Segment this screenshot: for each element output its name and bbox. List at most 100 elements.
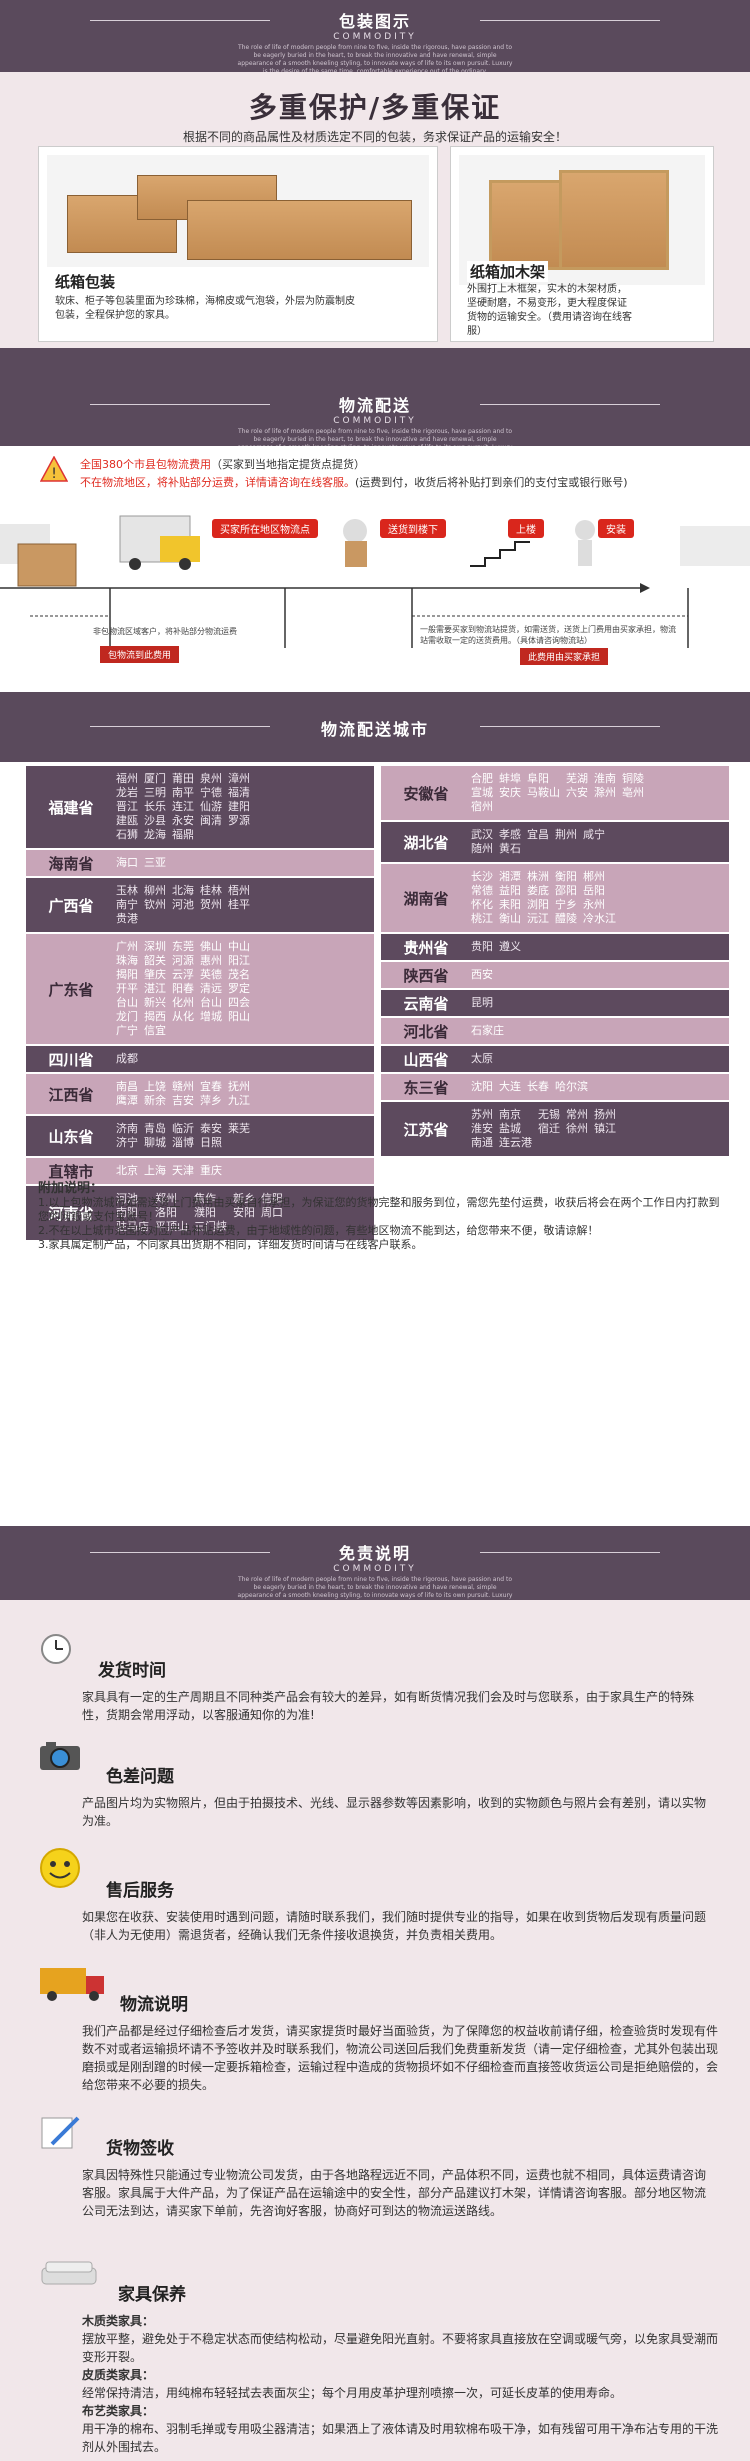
city-name: 莆田 <box>172 772 194 785</box>
city-name: 武汉 <box>471 828 493 841</box>
province-row: 贵州省 贵阳 遵义 <box>381 934 729 960</box>
city-name: 浏阳 <box>527 898 549 911</box>
city-list: 石家庄 <box>471 1024 528 1038</box>
city-name: 蚌埠 <box>499 772 521 785</box>
wood-frame-card: 纸箱加木架 外围打上木框架，实木的木架材质，坚硬耐磨，不易变形，更大程度保证货物… <box>450 146 714 342</box>
city-name: 四会 <box>228 996 250 1009</box>
city-name: 衡阳 <box>555 870 577 883</box>
city-name: 梧州 <box>228 884 250 897</box>
city-name: 衡山 <box>499 912 521 925</box>
city-name: 郑州 <box>155 1192 177 1205</box>
city-name: 贵港 <box>116 912 138 925</box>
city-name: 大连 <box>499 1080 521 1093</box>
city-name: 南昌 <box>116 1080 138 1093</box>
notes-title: 附加说明： <box>38 1181 104 1196</box>
city-name: 福鼎 <box>172 828 194 841</box>
logistics-text: 我们产品都是经过仔细检查后才发货，请买家提货时最好当面验货，为了保障您的权益收前… <box>82 2024 719 2092</box>
city-name: 宿州 <box>471 800 493 813</box>
province-row: 江苏省 苏州 南京 无锡 常州 扬州 淮安 盐城 宿迁 徐州 镇江 南通 连云港 <box>381 1102 729 1156</box>
city-name: 从化 <box>172 1010 194 1023</box>
city-name: 天津 <box>172 1164 194 1177</box>
city-name: 西安 <box>471 968 493 981</box>
city-name: 上海 <box>144 1164 166 1177</box>
banner-title: 包装图示 <box>338 12 411 31</box>
city-name: 岳阳 <box>583 884 605 897</box>
ship-banner: 物流配送 COMMODITY The role of life of moder… <box>0 348 750 459</box>
city-name: 北京 <box>116 1164 138 1177</box>
city-name: 太原 <box>471 1052 493 1065</box>
truck-icon <box>38 1964 108 2004</box>
note-left-tag: 包物流到此费用 <box>100 646 180 663</box>
step-logistics-point: 买家所在地区物流点 <box>212 519 318 538</box>
province-name: 安徽省 <box>403 784 449 803</box>
province-row: 四川省 成都 <box>26 1046 374 1072</box>
city-name: 孝感 <box>499 828 521 841</box>
city-name: 河池 <box>172 898 194 911</box>
carton-title: 纸箱包装 <box>55 273 116 291</box>
city-name: 宜昌 <box>527 828 549 841</box>
city-name: 新兴 <box>144 996 166 1009</box>
city-name: 新余 <box>144 1094 166 1107</box>
sign-for-text: 家具因特殊性只能通过专业物流公司发货，由于各地路程远近不同，产品体积不同，运费也… <box>82 2168 707 2218</box>
city-list: 沈阳 大连 长春 哈尔滨 <box>471 1080 594 1094</box>
city-name: 建阳 <box>228 800 250 813</box>
city-name: 河池 <box>116 1192 138 1205</box>
city-name: 柳州 <box>144 884 166 897</box>
city-name: 长乐 <box>144 800 166 813</box>
wood-care-title: 木质类家具： <box>82 2314 155 2328</box>
banner-divider <box>90 20 270 21</box>
banner-subtitle: COMMODITY <box>333 1564 417 1574</box>
city-name: 邵阳 <box>555 884 577 897</box>
shipping-warning-line1: 全国380个市县包物流费用（买家到当地指定提货点提货） <box>80 456 365 472</box>
city-name: 桃江 <box>471 912 493 925</box>
wood-frame-photo <box>459 155 705 285</box>
fabric-care-title: 布艺类家具： <box>82 2404 155 2418</box>
city-name: 宁乡 <box>555 898 577 911</box>
province-name: 湖北省 <box>403 833 449 852</box>
truck-wheel-icon <box>129 558 141 570</box>
city-name: 肇庆 <box>144 968 166 981</box>
city-name: 中山 <box>228 940 250 953</box>
city-name: 益阳 <box>499 884 521 897</box>
province-row: 山西省 太原 <box>381 1046 729 1072</box>
city-name: 阜阳 <box>527 772 549 785</box>
city-name: 昆明 <box>471 996 493 1009</box>
city-name: 周口 <box>261 1206 283 1219</box>
city-list: 长沙 湘潭 株洲 衡阳 郴州 常德 益阳 娄底 邵阳 岳阳 怀化 耒阳 浏阳 宁乡 永州 桃江 衡山 沅江 醴陵 冷水… <box>471 870 616 926</box>
city-name: 信宜 <box>144 1024 166 1037</box>
city-name: 醴陵 <box>555 912 577 925</box>
city-list: 合肥 蚌埠 阜阳 芜湖 淮南 铜陵 宣城 安庆 马鞍山 六安 滁州 亳州 宿州 <box>471 772 644 814</box>
wood-crate-image <box>559 170 669 270</box>
city-name: 聊城 <box>144 1136 166 1149</box>
banner-title: 物流配送城市 <box>320 720 429 739</box>
pack-banner: 包装图示 COMMODITY The role of life of moder… <box>0 0 750 75</box>
city-name: 芜湖 <box>566 772 588 785</box>
banner-subtitle: COMMODITY <box>333 32 417 42</box>
province-row: 广东省 广州 深圳 东莞 佛山 中山 珠海 韶关 河源 惠州 阳江 揭阳 肇庆 云浮 英德 茂名 开平 湛江 阳春清… <box>26 934 374 1044</box>
city-name: 广宁 <box>116 1024 138 1037</box>
city-name: 阳山 <box>228 1010 250 1023</box>
banner-subtitle: COMMODITY <box>333 416 417 426</box>
city-name: 沈阳 <box>471 1080 493 1093</box>
city-name: 湛江 <box>144 982 166 995</box>
city-name: 贵阳 <box>471 940 493 953</box>
city-list: 太原 <box>471 1052 517 1066</box>
city-name: 韶关 <box>144 954 166 967</box>
city-name: 淮南 <box>594 772 616 785</box>
city-name: 石狮 <box>116 828 138 841</box>
city-name: 珠海 <box>116 954 138 967</box>
city-list: 西安 <box>471 968 517 982</box>
city-name: 驻马店 <box>116 1220 149 1233</box>
city-name: 冷水江 <box>583 912 616 925</box>
city-name: 东莞 <box>172 940 194 953</box>
city-name: 新乡 <box>233 1192 255 1205</box>
banner-divider <box>480 726 660 727</box>
city-name: 罗源 <box>228 814 250 827</box>
city-name: 清远 <box>200 982 222 995</box>
city-name: 揭西 <box>144 1010 166 1023</box>
city-name: 石家庄 <box>471 1024 504 1037</box>
province-row: 安徽省 合肥 蚌埠 阜阳 芜湖 淮南 铜陵 宣城 安庆 马鞍山 六安 滁州 亳州 宿州 <box>381 766 729 820</box>
city-name: 泉州 <box>200 772 222 785</box>
city-name: 玉林 <box>116 884 138 897</box>
shipping-section: ! 全国380个市县包物流费用（买家到当地指定提货点提货） 不在物流地区，将补贴… <box>0 446 750 692</box>
